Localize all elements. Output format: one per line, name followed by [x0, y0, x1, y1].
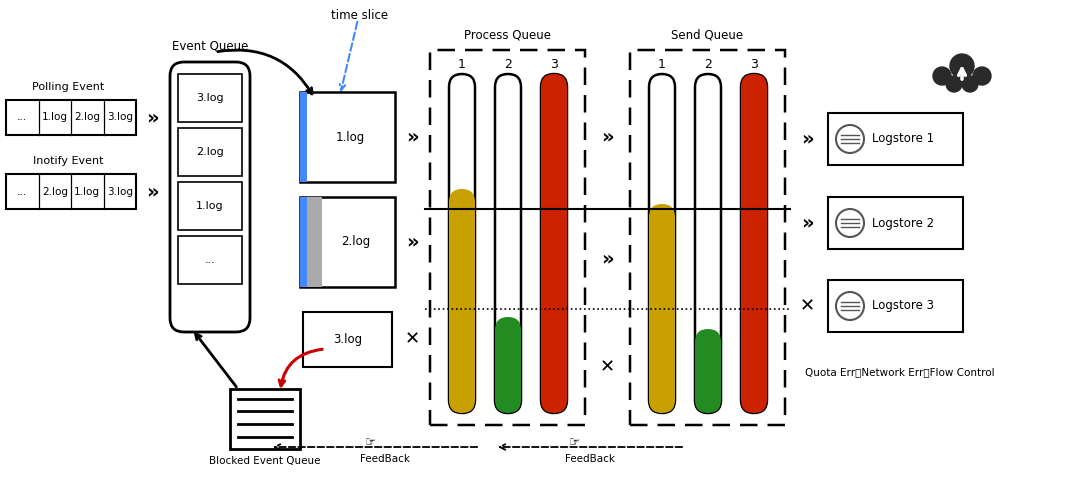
Text: 3.log: 3.log	[107, 187, 133, 196]
Text: Quota Err、Network Err、Flow Control: Quota Err、Network Err、Flow Control	[806, 367, 995, 377]
Text: 2: 2	[504, 58, 512, 71]
FancyBboxPatch shape	[696, 329, 721, 413]
Text: ✕: ✕	[404, 331, 419, 349]
Text: »: »	[146, 182, 159, 201]
FancyBboxPatch shape	[449, 74, 475, 413]
Text: 2.log: 2.log	[197, 147, 224, 157]
Text: 1.log: 1.log	[336, 131, 365, 144]
Ellipse shape	[973, 67, 991, 85]
Text: Inotify Event: Inotify Event	[32, 156, 104, 166]
Text: ✕: ✕	[799, 297, 814, 315]
FancyBboxPatch shape	[649, 204, 675, 413]
Text: Polling Event: Polling Event	[32, 82, 104, 92]
Bar	[300, 92, 395, 182]
Bar	[178, 236, 242, 284]
Bar	[6, 174, 136, 209]
Circle shape	[836, 292, 864, 320]
Text: 2: 2	[704, 58, 712, 71]
Text: ...: ...	[204, 255, 215, 265]
Text: 1.log: 1.log	[197, 201, 224, 211]
Text: »: »	[406, 232, 418, 251]
Text: »: »	[406, 128, 418, 147]
FancyBboxPatch shape	[495, 74, 521, 413]
Text: Send Queue: Send Queue	[672, 29, 743, 42]
Text: 1: 1	[458, 58, 465, 71]
Ellipse shape	[933, 67, 951, 85]
Bar	[6, 100, 136, 135]
Bar	[300, 197, 322, 287]
FancyBboxPatch shape	[541, 74, 567, 413]
Text: Event Queue: Event Queue	[172, 39, 248, 52]
FancyBboxPatch shape	[170, 62, 249, 332]
FancyBboxPatch shape	[741, 74, 767, 413]
Text: ☞: ☞	[364, 436, 376, 450]
FancyBboxPatch shape	[649, 74, 675, 413]
Text: »: »	[800, 213, 813, 232]
Text: 2.log: 2.log	[42, 187, 68, 196]
Text: FeedBack: FeedBack	[565, 454, 615, 464]
Text: FeedBack: FeedBack	[360, 454, 410, 464]
FancyBboxPatch shape	[495, 317, 521, 413]
FancyBboxPatch shape	[449, 189, 475, 413]
Bar	[300, 92, 307, 182]
Text: Blocked Event Queue: Blocked Event Queue	[210, 456, 321, 466]
Text: »: »	[602, 249, 613, 268]
Bar	[828, 197, 963, 249]
Text: Process Queue: Process Queue	[464, 29, 551, 42]
Circle shape	[836, 125, 864, 153]
Text: Logstore 2: Logstore 2	[872, 217, 934, 229]
Ellipse shape	[950, 54, 974, 78]
Text: »: »	[146, 108, 159, 127]
FancyBboxPatch shape	[741, 74, 767, 413]
Text: time slice: time slice	[332, 9, 389, 22]
Bar	[303, 312, 392, 367]
Bar	[178, 74, 242, 122]
Bar	[300, 197, 395, 287]
Text: ...: ...	[17, 112, 27, 123]
Bar	[178, 182, 242, 230]
Ellipse shape	[962, 76, 978, 92]
Text: 1.log: 1.log	[75, 187, 100, 196]
FancyBboxPatch shape	[541, 74, 567, 413]
Text: 3.log: 3.log	[197, 93, 224, 103]
Text: 1: 1	[658, 58, 666, 71]
Text: 3.log: 3.log	[107, 112, 133, 123]
Text: 3: 3	[751, 58, 758, 71]
Text: »: »	[800, 130, 813, 149]
Text: ☞: ☞	[569, 436, 581, 450]
Text: 3: 3	[550, 58, 558, 71]
Text: Logstore 1: Logstore 1	[872, 132, 934, 146]
Text: »: »	[602, 127, 613, 146]
Text: 3.log: 3.log	[333, 333, 362, 346]
Text: 2.log: 2.log	[341, 236, 370, 248]
Bar	[230, 389, 300, 449]
Bar	[178, 128, 242, 176]
Bar	[828, 113, 963, 165]
Bar	[828, 280, 963, 332]
Bar	[300, 197, 307, 287]
Circle shape	[836, 209, 864, 237]
Ellipse shape	[946, 76, 962, 92]
Text: 1.log: 1.log	[42, 112, 68, 123]
Text: Logstore 3: Logstore 3	[872, 300, 934, 313]
Text: 2.log: 2.log	[75, 112, 100, 123]
FancyBboxPatch shape	[696, 74, 721, 413]
Text: ...: ...	[17, 187, 27, 196]
Text: ✕: ✕	[599, 358, 616, 376]
